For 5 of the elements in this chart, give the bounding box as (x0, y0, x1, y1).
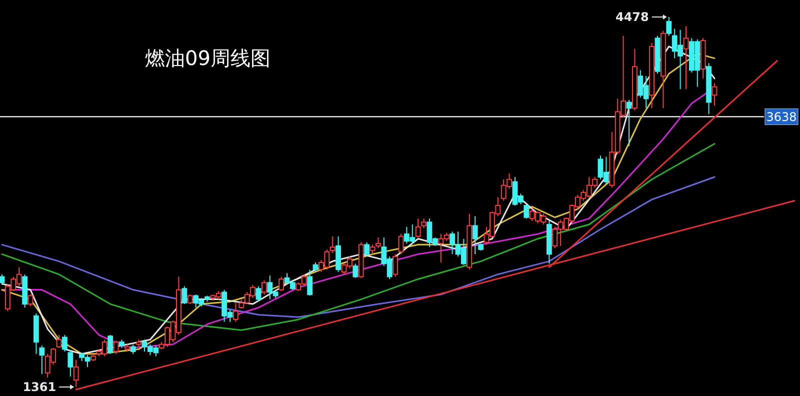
annotation: 1361 (22, 380, 56, 394)
text: 燃油09周线图 (145, 46, 270, 70)
ref-line-label: 3638 (766, 110, 797, 124)
annotation: 4478 (615, 10, 649, 24)
ref-line: 3638 (0, 108, 798, 125)
